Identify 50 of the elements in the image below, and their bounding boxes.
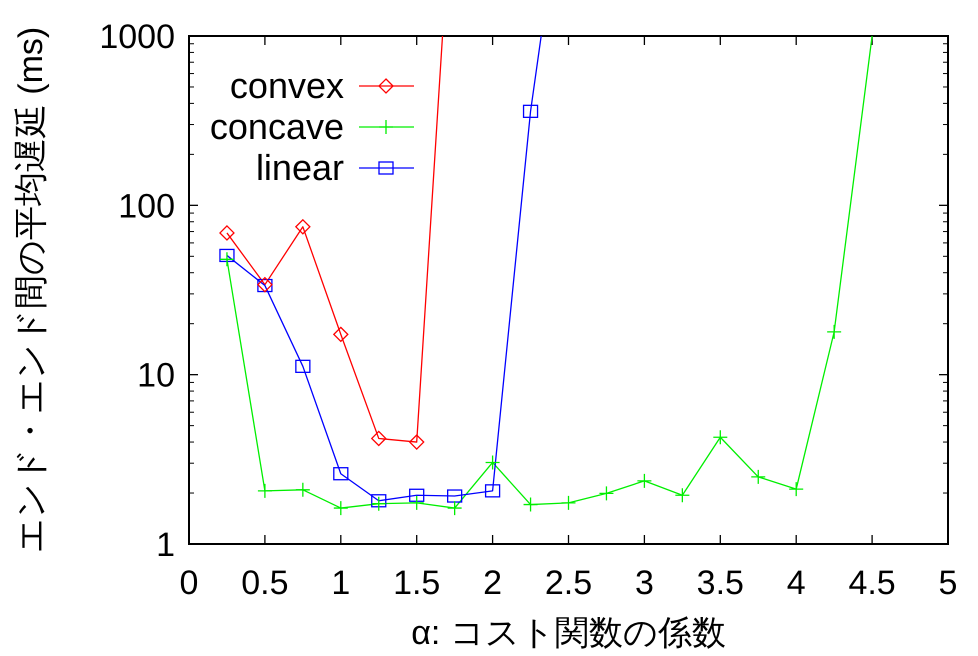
x-tick-label: 5	[938, 564, 958, 602]
x-tick-label: 3.5	[696, 564, 744, 602]
point	[409, 434, 424, 450]
point	[826, 324, 842, 340]
y-tick-label: 10	[137, 356, 175, 395]
y-tick-label: 100	[118, 187, 175, 226]
point	[295, 219, 310, 234]
point	[371, 494, 386, 508]
point	[560, 495, 576, 510]
legend-label: linear	[256, 147, 344, 188]
point	[447, 500, 462, 516]
point	[333, 467, 348, 480]
point	[333, 500, 348, 516]
point	[636, 473, 652, 489]
point	[219, 252, 235, 267]
point	[333, 326, 348, 342]
point	[295, 482, 310, 498]
point	[371, 430, 386, 446]
legend-label: convex	[230, 65, 344, 106]
x-tick-label: 1	[331, 564, 350, 602]
y-axis-title: エンド・エンド間の平均遅延 (ms)	[12, 26, 50, 554]
x-tick-label: 0	[180, 564, 198, 602]
point	[484, 454, 500, 470]
x-tick-label: 0.5	[241, 564, 289, 602]
y-tick-label: 1	[156, 526, 175, 564]
point	[788, 481, 804, 497]
point	[447, 489, 462, 503]
point	[409, 495, 424, 510]
y-tick-label: 1000	[99, 18, 175, 56]
point	[257, 483, 273, 498]
x-tick-label: 4.5	[848, 564, 896, 602]
x-tick-label: 1.5	[393, 564, 440, 602]
point	[712, 430, 728, 445]
point	[598, 486, 614, 502]
x-axis-title: α: コスト関数の係数	[411, 614, 726, 652]
point	[219, 225, 235, 241]
x-tick-label: 3	[634, 564, 654, 602]
point	[409, 488, 424, 502]
point	[522, 496, 538, 512]
point	[522, 104, 538, 118]
legend-label: concave	[210, 106, 344, 147]
point	[484, 484, 500, 498]
point	[295, 360, 310, 373]
point	[219, 248, 235, 262]
point	[674, 488, 690, 503]
x-tick-label: 4	[786, 564, 806, 602]
point	[371, 496, 386, 512]
x-tick-label: 2	[483, 564, 502, 602]
x-tick-label: 2.5	[544, 564, 592, 602]
point	[750, 469, 766, 485]
